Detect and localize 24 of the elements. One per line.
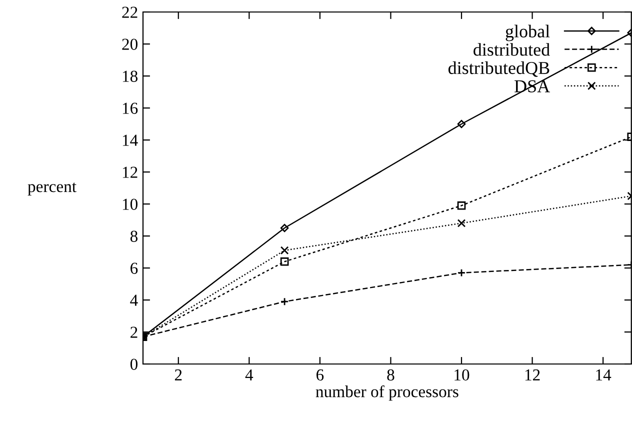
y-tick-label: 4 (130, 294, 138, 306)
x-tick-label: 4 (245, 369, 254, 380)
x-tick-label: 12 (525, 369, 540, 380)
y-tick-label: 16 (122, 102, 138, 114)
y-tick-label: 20 (122, 38, 138, 50)
legend-label: distributed (474, 43, 550, 56)
legend-label: distributedQB (448, 61, 550, 77)
x-tick-label: 2 (174, 369, 182, 380)
y-tick-label: 12 (122, 166, 138, 178)
y-axis-title: percent (28, 182, 76, 196)
y-tick-label: 6 (130, 262, 138, 274)
x-axis-title: number of processors (316, 385, 458, 401)
y-tick-label: 10 (122, 198, 138, 210)
y-tick-label: 2 (130, 326, 138, 338)
x-tick-label: 6 (316, 369, 324, 381)
y-tick-label: 0 (130, 358, 138, 370)
y-tick-label: 22 (122, 6, 138, 18)
y-tick-label: 14 (122, 134, 138, 146)
y-tick-label: 8 (130, 230, 138, 242)
x-tick-label: 10 (454, 369, 470, 381)
y-tick-label: 18 (122, 70, 138, 82)
legend-label: global (506, 24, 550, 42)
x-tick-label: 8 (387, 369, 394, 381)
x-tick-label: 14 (596, 369, 612, 380)
